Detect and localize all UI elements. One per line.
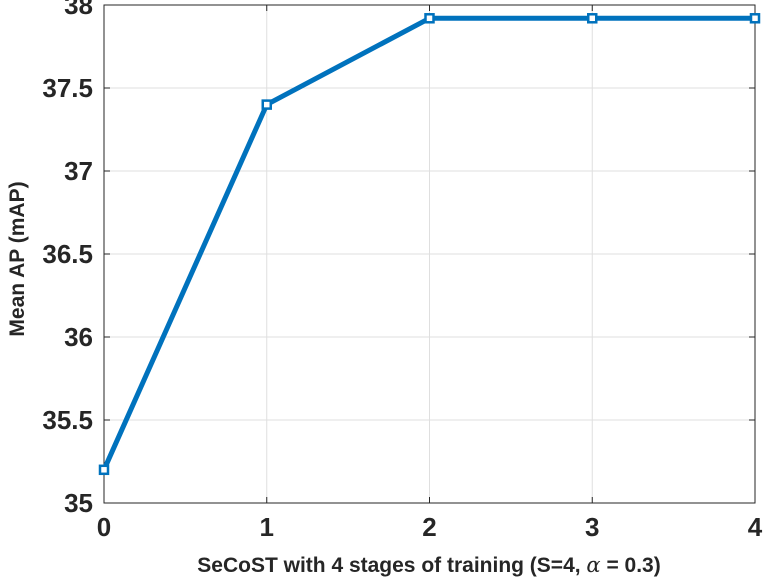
x-axis-label-suffix: = 0.3) — [601, 554, 661, 577]
y-tick-label: 37 — [64, 156, 93, 186]
x-axis-label-alpha: α — [586, 553, 600, 577]
series-group — [98, 13, 761, 476]
x-tick-label: 2 — [422, 512, 436, 542]
data-point-marker — [424, 13, 435, 24]
grid-lines — [104, 5, 755, 503]
data-point-marker — [587, 13, 598, 24]
x-axis-label: SeCoST with 4 stages of training (S=4, α… — [197, 553, 660, 577]
x-axis-label-prefix: SeCoST with 4 stages of training (S=4, — [197, 554, 586, 577]
y-axis-ticks: 35 35.5 36 36.5 37 37.5 38 — [42, 0, 755, 518]
y-tick-label: 35.5 — [42, 405, 93, 435]
data-point-marker — [98, 464, 110, 476]
x-tick-label: 4 — [748, 512, 763, 542]
y-tick-label: 36 — [64, 322, 93, 352]
x-tick-label: 3 — [585, 512, 599, 542]
y-tick-label: 36.5 — [42, 239, 93, 269]
y-tick-label: 35 — [64, 488, 93, 518]
x-tick-label: 0 — [97, 512, 111, 542]
data-point-marker — [749, 13, 761, 24]
y-tick-label: 38 — [64, 0, 93, 20]
data-point-marker — [261, 99, 272, 110]
y-tick-label: 37.5 — [42, 73, 93, 103]
x-axis-ticks: 0 1 2 3 4 — [97, 5, 763, 542]
x-tick-label: 1 — [260, 512, 274, 542]
y-axis-label: Mean AP (mAP) — [6, 181, 29, 336]
